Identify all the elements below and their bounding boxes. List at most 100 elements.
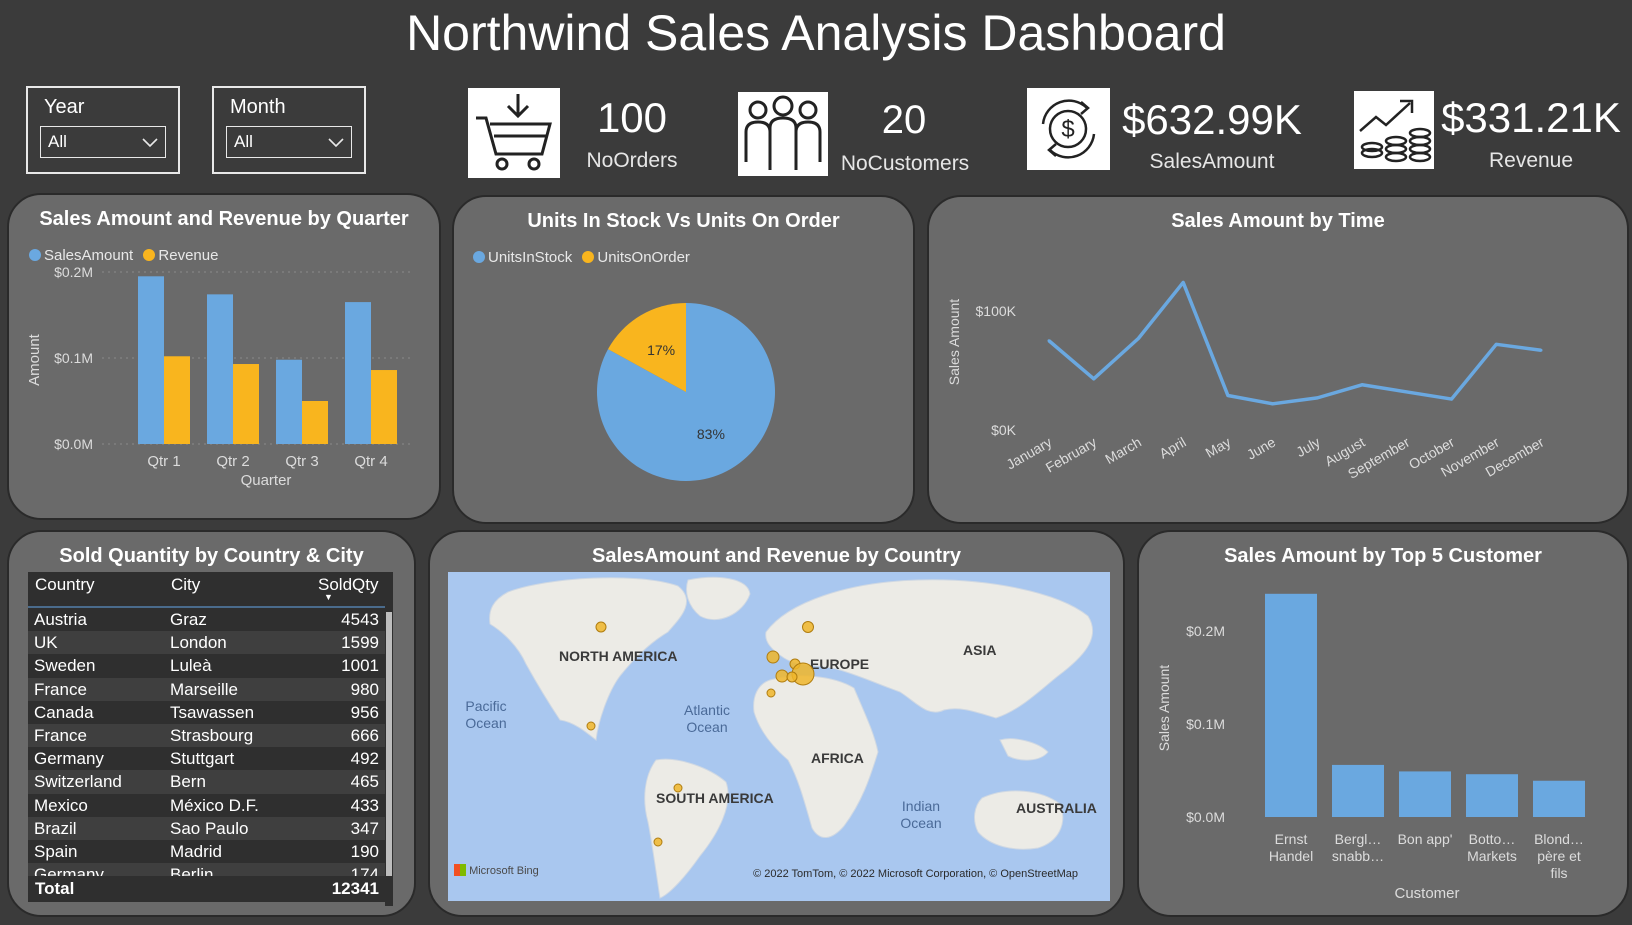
month-dropdown[interactable]: All bbox=[226, 126, 352, 158]
y-axis-title: Sales Amount bbox=[1156, 665, 1172, 751]
y-axis-title: Sales Amount bbox=[946, 299, 962, 385]
year-dropdown[interactable]: All bbox=[40, 126, 166, 158]
x-tick-label: Bon app' bbox=[1398, 831, 1453, 847]
month-slicer-label: Month bbox=[230, 96, 286, 118]
africa-shape bbox=[753, 675, 879, 838]
table-row[interactable]: France Marseille 980 bbox=[28, 677, 385, 701]
stock-chart-panel: Units In Stock Vs Units On Order UnitsIn… bbox=[452, 195, 915, 524]
map-panel: SalesAmount and Revenue by Country NORTH… bbox=[428, 530, 1125, 917]
cell-country: Germany bbox=[28, 863, 164, 876]
y-tick-label: $0.2M bbox=[1186, 623, 1225, 639]
total-value: 12341 bbox=[331, 879, 379, 898]
bar-customer bbox=[1399, 771, 1451, 817]
table-row[interactable]: Switzerland Bern 465 bbox=[28, 770, 385, 794]
cell-city: Madrid bbox=[164, 840, 312, 864]
map-label-indian: Indian Ocean bbox=[900, 798, 942, 831]
cell-country: Canada bbox=[28, 700, 164, 725]
dollar-cycle-icon: $ bbox=[1027, 88, 1110, 170]
legend-item: Revenue bbox=[158, 247, 219, 264]
line-point bbox=[1450, 397, 1454, 401]
table-row[interactable]: Mexico México D.F. 433 bbox=[28, 793, 385, 817]
total-label: Total bbox=[35, 879, 75, 898]
map-attribution[interactable]: © 2022 TomTom, © 2022 Microsoft Corporat… bbox=[753, 868, 1078, 880]
cell-soldqty: 433 bbox=[311, 793, 385, 817]
scrollbar-thumb[interactable] bbox=[386, 612, 392, 876]
table-row[interactable]: Austria Graz 4543 bbox=[28, 608, 385, 632]
table-row[interactable]: Canada Tsawassen 956 bbox=[28, 700, 385, 725]
y-tick-label: $0K bbox=[991, 422, 1017, 438]
quarter-chart-panel: Sales Amount and Revenue by Quarter Sale… bbox=[7, 193, 441, 520]
legend-dot bbox=[29, 249, 41, 261]
map-label-asia: ASIA bbox=[963, 642, 997, 658]
cell-country: Switzerland bbox=[28, 770, 164, 794]
table-row[interactable]: Spain Madrid 190 bbox=[28, 840, 385, 864]
bar-customer bbox=[1533, 780, 1585, 817]
cell-city: Sao Paulo bbox=[164, 816, 312, 841]
map-bubble bbox=[766, 650, 780, 664]
col-header-soldqty[interactable]: SoldQty bbox=[318, 575, 379, 594]
cell-soldqty: 956 bbox=[311, 700, 385, 725]
map-label-north-america: NORTH AMERICA bbox=[559, 648, 678, 664]
line-point bbox=[1047, 339, 1051, 343]
bar-customer bbox=[1265, 593, 1317, 817]
col-header-country[interactable]: Country bbox=[35, 575, 95, 594]
cell-soldqty: 347 bbox=[311, 816, 385, 841]
cell-country: Sweden bbox=[28, 654, 164, 678]
qty-table-panel: Sold Quantity by Country & City Country … bbox=[7, 530, 416, 917]
y-axis-title: Amount bbox=[26, 333, 43, 386]
y-tick-label: $0.1M bbox=[1186, 716, 1225, 732]
x-tick-label: June bbox=[1244, 434, 1278, 463]
x-tick-label: Qtr 3 bbox=[285, 453, 318, 470]
y-tick-label: $100K bbox=[976, 303, 1017, 319]
table-row[interactable]: France Strasbourg 666 bbox=[28, 724, 385, 748]
bar-revenue bbox=[302, 401, 328, 444]
cell-city: Bern bbox=[164, 770, 312, 794]
year-dropdown-value: All bbox=[48, 132, 67, 151]
time-chart-panel: Sales Amount by Time $0K $100K Sales Amoun… bbox=[927, 195, 1629, 524]
map-label-africa: AFRICA bbox=[811, 750, 864, 766]
table-body[interactable]: Austria Graz 4543 UK London 1599 Sweden Luleà 10… bbox=[28, 608, 385, 876]
legend-dot bbox=[582, 251, 595, 263]
quarter-legend: SalesAmount Revenue bbox=[29, 247, 218, 264]
bar-salesamount bbox=[138, 276, 164, 444]
table-row[interactable]: UK London 1599 bbox=[28, 631, 385, 655]
bar-revenue bbox=[233, 364, 259, 444]
y-tick-label: $0.1M bbox=[54, 350, 93, 366]
year-slicer-label: Year bbox=[44, 96, 85, 118]
line-point bbox=[1360, 383, 1364, 387]
world-map[interactable]: NORTH AMERICA SOUTH AMERICA EUROPE ASIA … bbox=[448, 572, 1110, 901]
table-row[interactable]: Brazil Sao Paulo 347 bbox=[28, 816, 385, 841]
table-row[interactable]: Sweden Luleà 1001 bbox=[28, 654, 385, 678]
y-tick-label: $0.0M bbox=[1186, 809, 1225, 825]
map-bubble bbox=[653, 837, 663, 847]
cell-city: Tsawassen bbox=[164, 700, 312, 725]
cell-soldqty: 190 bbox=[311, 840, 385, 864]
revenue-value: $331.21K bbox=[1441, 94, 1621, 141]
table-row[interactable]: Germany Berlin 174 bbox=[28, 863, 385, 876]
col-header-city[interactable]: City bbox=[171, 575, 201, 594]
y-tick-label: $0.2M bbox=[54, 264, 93, 280]
table-row[interactable]: Germany Stuttgart 492 bbox=[28, 747, 385, 771]
cell-city: Berlin bbox=[164, 863, 312, 876]
salesamount-value: $632.99K bbox=[1122, 96, 1302, 143]
line-point bbox=[1092, 377, 1096, 381]
cell-soldqty: 174 bbox=[311, 863, 385, 876]
map-title: SalesAmount and Revenue by Country bbox=[592, 545, 961, 567]
map-bubble bbox=[766, 688, 776, 698]
quarter-bar-chart: $0.0M $0.1M $0.2M Qtr 1 Qtr 2 Qtr 3 Qtr 4 Quart… bbox=[26, 264, 414, 489]
customer-chart-title: Sales Amount by Top 5 Customer bbox=[1224, 545, 1542, 567]
orders-label: NoOrders bbox=[586, 149, 678, 172]
customer-chart-panel: Sales Amount by Top 5 Customer $0.0M $0.1… bbox=[1137, 530, 1629, 917]
legend-item: UnitsOnOrder bbox=[597, 249, 690, 266]
cell-country: Mexico bbox=[28, 793, 164, 817]
cell-soldqty: 980 bbox=[311, 677, 385, 701]
table-scrollbar[interactable] bbox=[385, 606, 393, 906]
eurasia-shape bbox=[765, 579, 1094, 719]
line-point bbox=[1315, 396, 1319, 400]
people-icon bbox=[738, 92, 828, 176]
cell-country: Germany bbox=[28, 747, 164, 771]
cell-country: France bbox=[28, 677, 164, 701]
x-tick-label: Bergl… snabb… bbox=[1332, 831, 1384, 864]
growth-coins-icon bbox=[1354, 91, 1434, 169]
